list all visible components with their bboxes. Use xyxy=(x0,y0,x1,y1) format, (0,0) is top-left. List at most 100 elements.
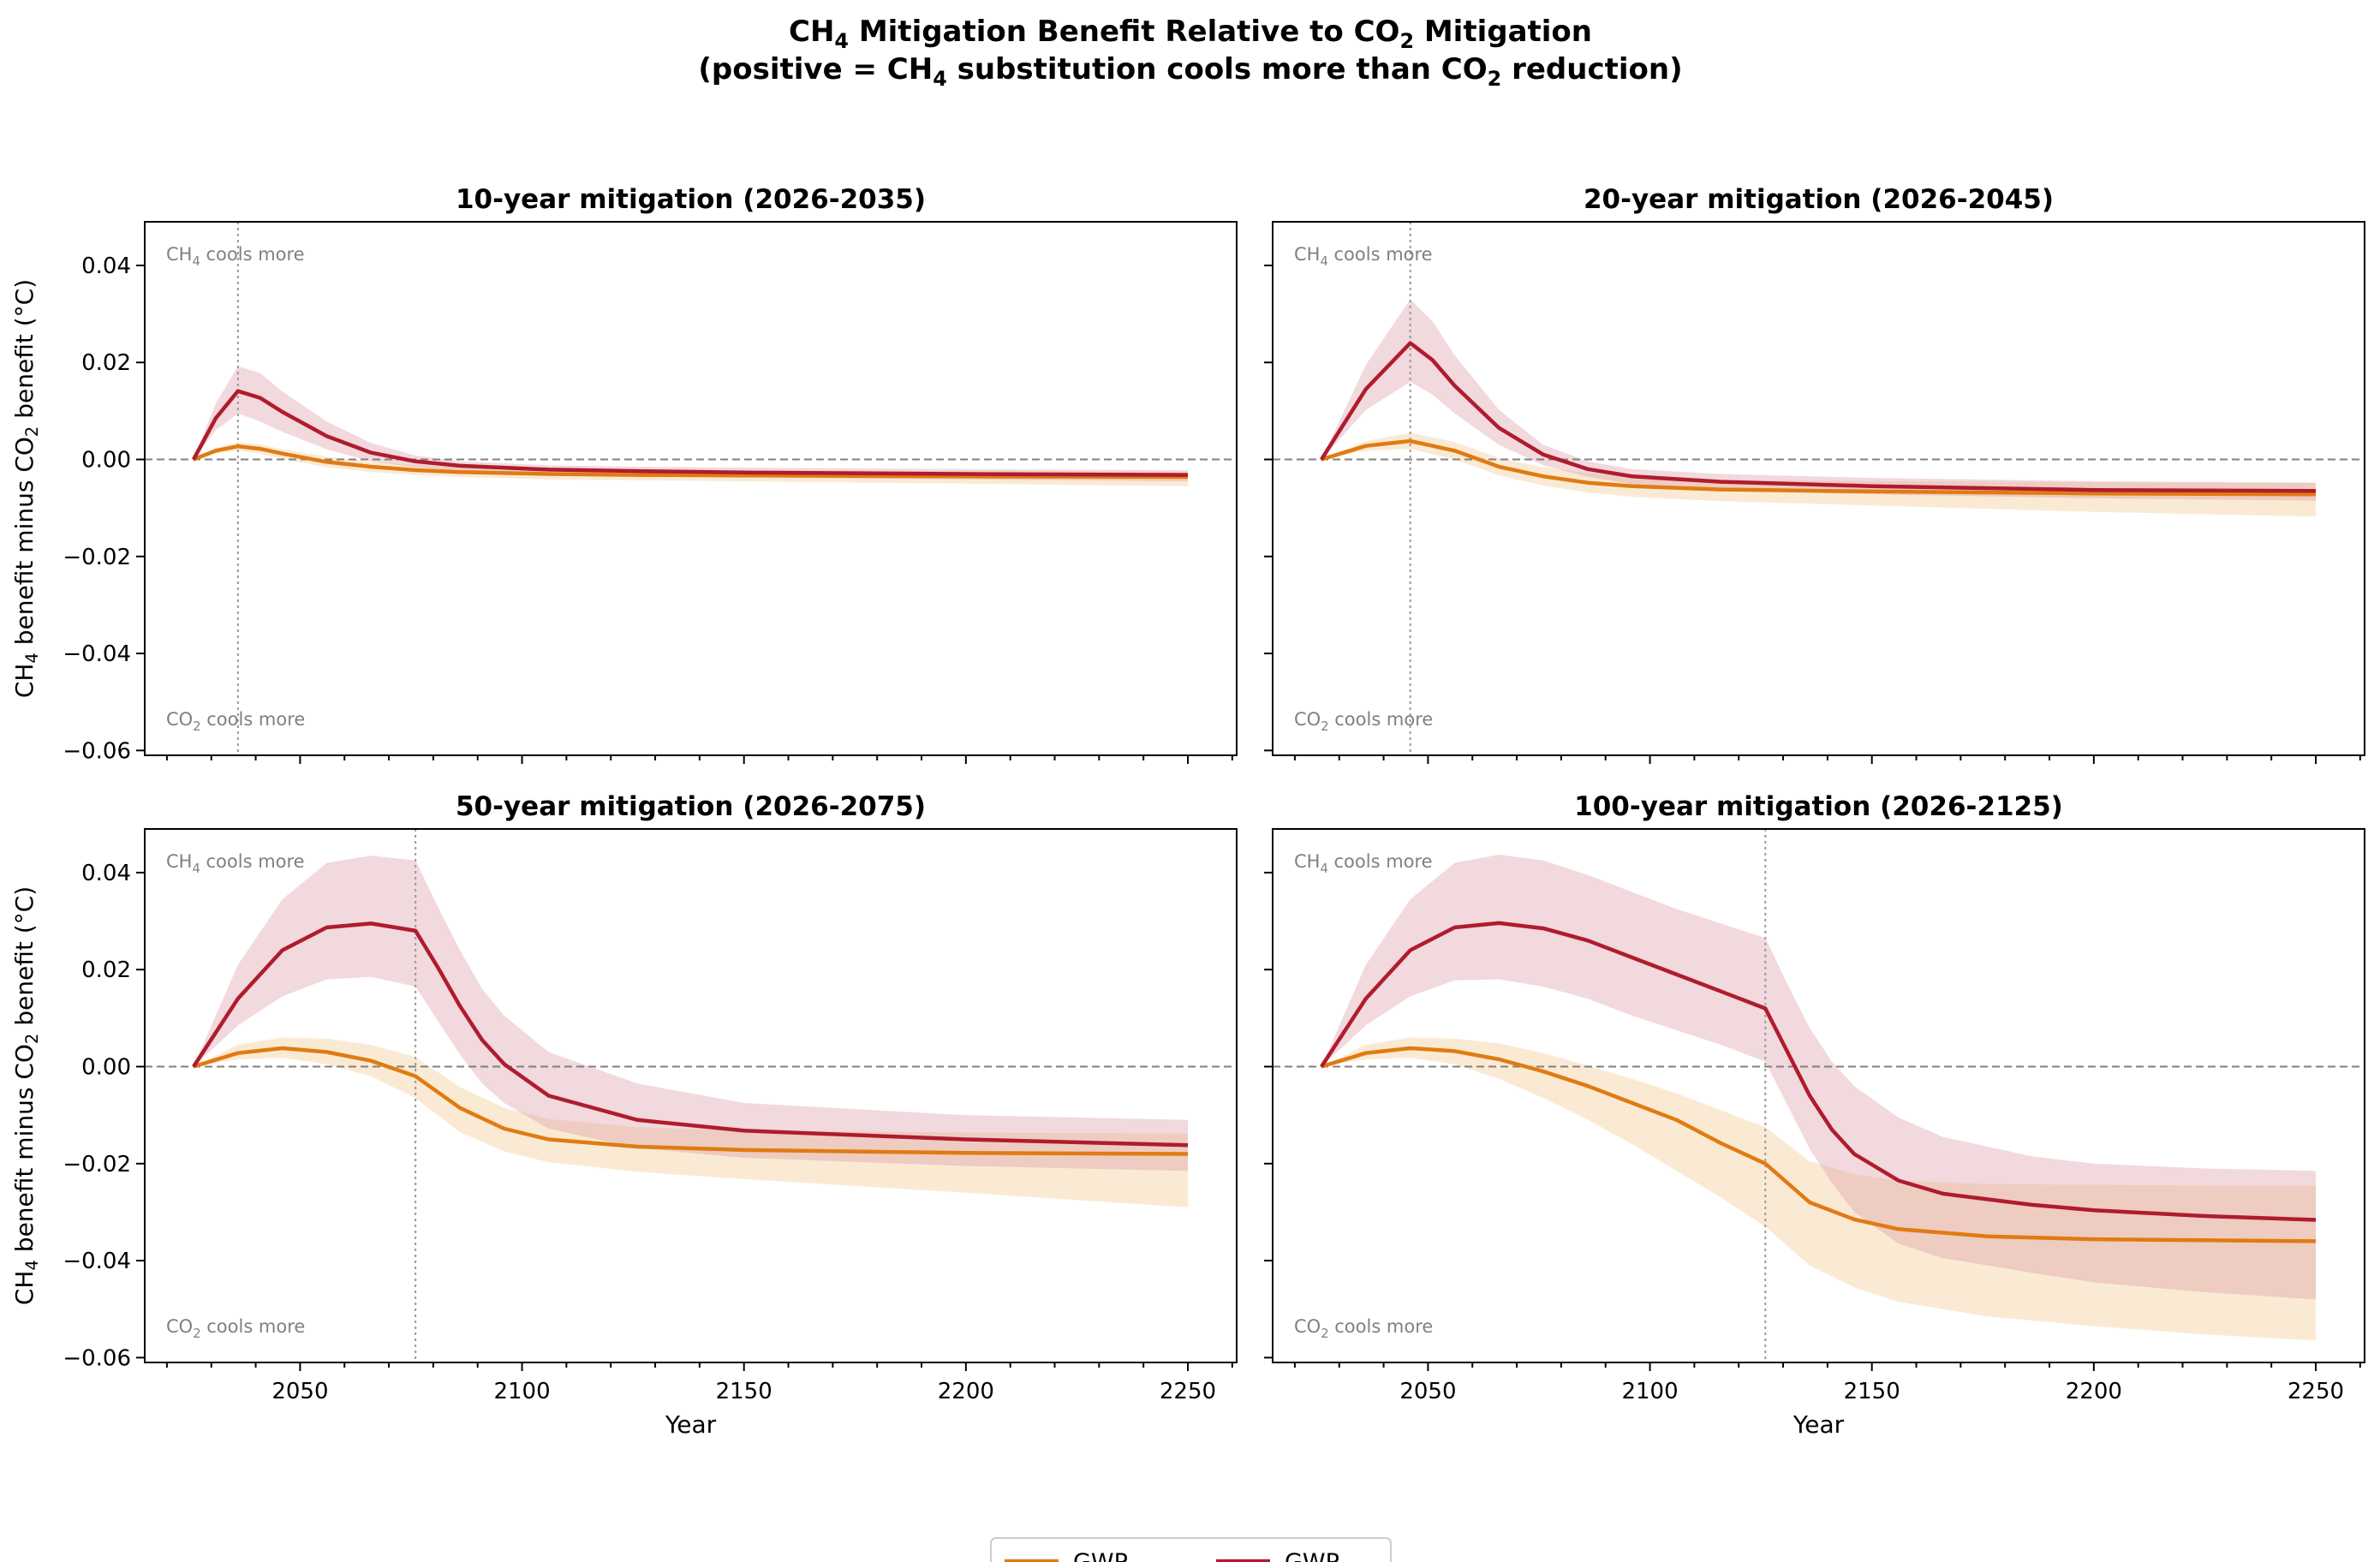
figure-title-line1-c: Mitigation xyxy=(1414,15,1592,49)
panel-2: CH4 cools more CO2 cools more 20-year miti… xyxy=(1264,184,2365,764)
y-axis-label-part-1: 4 xyxy=(22,1260,42,1270)
band-gwp100 xyxy=(1321,855,2316,1300)
y-axis-label: CH4 benefit minus CO2 benefit (°C) xyxy=(10,886,42,1305)
x-tick-label: 2150 xyxy=(716,1379,772,1404)
figure-title-line1-b: Mitigation Benefit Relative to CO xyxy=(849,15,1399,49)
x-tick-label: 2200 xyxy=(938,1379,994,1404)
y-tick-label: −0.06 xyxy=(63,738,131,764)
legend-label-gwp100-main: GWP xyxy=(1285,1549,1339,1562)
figure-title-line1-sub-b: 2 xyxy=(1399,29,1414,53)
x-axis-label: Year xyxy=(665,1410,717,1439)
series-line-gwp20 xyxy=(1321,1046,2317,1243)
figure-title-line2-c: reduction) xyxy=(1501,52,1682,86)
ch4-cools-more-note-part-0: CH xyxy=(1294,244,1320,265)
panel-frame xyxy=(144,828,1238,1363)
y-axis-label: CH4 benefit minus CO2 benefit (°C) xyxy=(10,279,42,698)
ch4-cools-more-note-part-0: CH xyxy=(166,851,192,872)
ch4-cools-more-note-part-2: cools more xyxy=(1328,851,1433,872)
y-axis-label-part-3: 2 xyxy=(22,1034,42,1044)
y-axis-label-part-2: benefit minus CO xyxy=(10,437,39,653)
series-line-gwp20 xyxy=(1321,438,2317,497)
legend-label-gwp20-main: GWP xyxy=(1073,1549,1128,1562)
y-tick-label: −0.06 xyxy=(63,1345,131,1371)
figure-title-line2-sub-b: 2 xyxy=(1488,67,1502,91)
co2-cools-more-note-part-2: cools more xyxy=(1329,1316,1434,1337)
ch4-cools-more-note: CH4 cools more xyxy=(166,851,305,876)
legend: GWP20 GWP100 xyxy=(990,1537,1392,1562)
plot-area xyxy=(1273,829,2365,1362)
y-tick-label: 0.00 xyxy=(81,448,131,474)
x-tick-label: 2050 xyxy=(1399,1379,1456,1404)
co2-cools-more-note-part-2: cools more xyxy=(201,1316,306,1337)
x-tick-label: 2100 xyxy=(1621,1379,1678,1404)
y-axis-label-part-0: CH xyxy=(10,1271,39,1306)
figure-title-line1-a: CH xyxy=(789,15,834,49)
co2-cools-more-note-part-1: 2 xyxy=(1321,1327,1328,1341)
y-axis-label-part-2: benefit minus CO xyxy=(10,1044,39,1260)
series-line-gwp100 xyxy=(192,389,1189,477)
figure-title-line1-sub-a: 4 xyxy=(834,29,849,53)
series-line-gwp20 xyxy=(193,444,1189,480)
co2-cools-more-note: CO2 cools more xyxy=(166,709,305,734)
y-axis-label-part-4: benefit (°C) xyxy=(10,279,39,426)
plot-area xyxy=(145,829,1237,1362)
panel-frame xyxy=(144,221,1238,756)
y-axis-label-part-3: 2 xyxy=(22,426,42,437)
ch4-cools-more-note-part-1: 4 xyxy=(1320,861,1327,876)
figure-title-line2-b: substitution cools more than CO xyxy=(947,52,1488,86)
x-tick-label: 2100 xyxy=(493,1379,550,1404)
co2-cools-more-note-part-0: CO xyxy=(166,1316,193,1337)
band-gwp100 xyxy=(194,856,1188,1172)
band-gwp100 xyxy=(194,366,1188,481)
y-axis-label-part-4: benefit (°C) xyxy=(10,886,39,1034)
x-axis-label: Year xyxy=(1792,1410,1845,1439)
figure-title-line2-sub-a: 4 xyxy=(933,67,947,91)
co2-cools-more-note: CO2 cools more xyxy=(1294,709,1433,734)
ch4-cools-more-note-part-1: 4 xyxy=(1320,254,1327,269)
co2-cools-more-note-part-1: 2 xyxy=(193,1327,200,1341)
x-tick-label: 2250 xyxy=(2288,1379,2344,1404)
y-axis-label-part-0: CH xyxy=(10,664,39,699)
x-tick-label: 2250 xyxy=(1160,1379,1216,1404)
co2-cools-more-note-part-0: CO xyxy=(166,709,193,730)
band-gwp100 xyxy=(1321,299,2316,501)
panel-title: 50-year mitigation (2026-2075) xyxy=(456,791,926,822)
ch4-cools-more-note: CH4 cools more xyxy=(1294,851,1433,876)
band-gwp20 xyxy=(1321,432,2316,517)
plot-area xyxy=(145,222,1237,755)
x-tick-label: 2150 xyxy=(1844,1379,1900,1404)
ch4-cools-more-note-part-2: cools more xyxy=(200,244,305,265)
x-tick-label: 2200 xyxy=(2066,1379,2122,1404)
panel-title: 20-year mitigation (2026-2045) xyxy=(1584,184,2054,215)
y-tick-label: 0.02 xyxy=(81,350,131,376)
band-gwp20 xyxy=(1321,1037,2316,1341)
co2-cools-more-note-part-0: CO xyxy=(1294,709,1321,730)
panel-title: 100-year mitigation (2026-2125) xyxy=(1574,791,2063,822)
ch4-cools-more-note: CH4 cools more xyxy=(1294,244,1433,269)
ch4-cools-more-note-part-1: 4 xyxy=(192,861,200,876)
y-tick-label: 0.04 xyxy=(81,253,131,279)
co2-cools-more-note: CO2 cools more xyxy=(1294,1316,1433,1341)
legend-frame xyxy=(990,1537,1392,1562)
co2-cools-more-note-part-2: cools more xyxy=(201,709,306,730)
y-axis-label-part-1: 4 xyxy=(22,653,42,663)
figure-title-line2: (positive = CH4 substitution cools more … xyxy=(698,52,1682,91)
series-line-gwp100 xyxy=(1320,921,2317,1222)
panel-frame xyxy=(1272,221,2365,756)
co2-cools-more-note: CO2 cools more xyxy=(166,1316,305,1341)
ch4-cools-more-note-part-0: CH xyxy=(166,244,192,265)
y-tick-label: −0.04 xyxy=(63,1249,131,1274)
panel-frame xyxy=(1272,828,2365,1363)
co2-cools-more-note-part-1: 2 xyxy=(193,719,200,734)
ch4-cools-more-note-part-1: 4 xyxy=(192,254,200,269)
y-tick-label: −0.04 xyxy=(63,641,131,667)
y-tick-label: −0.02 xyxy=(63,1152,131,1177)
co2-cools-more-note-part-0: CO xyxy=(1294,1316,1321,1337)
ch4-cools-more-note-part-0: CH xyxy=(1294,851,1320,872)
band-gwp20 xyxy=(194,1037,1188,1207)
